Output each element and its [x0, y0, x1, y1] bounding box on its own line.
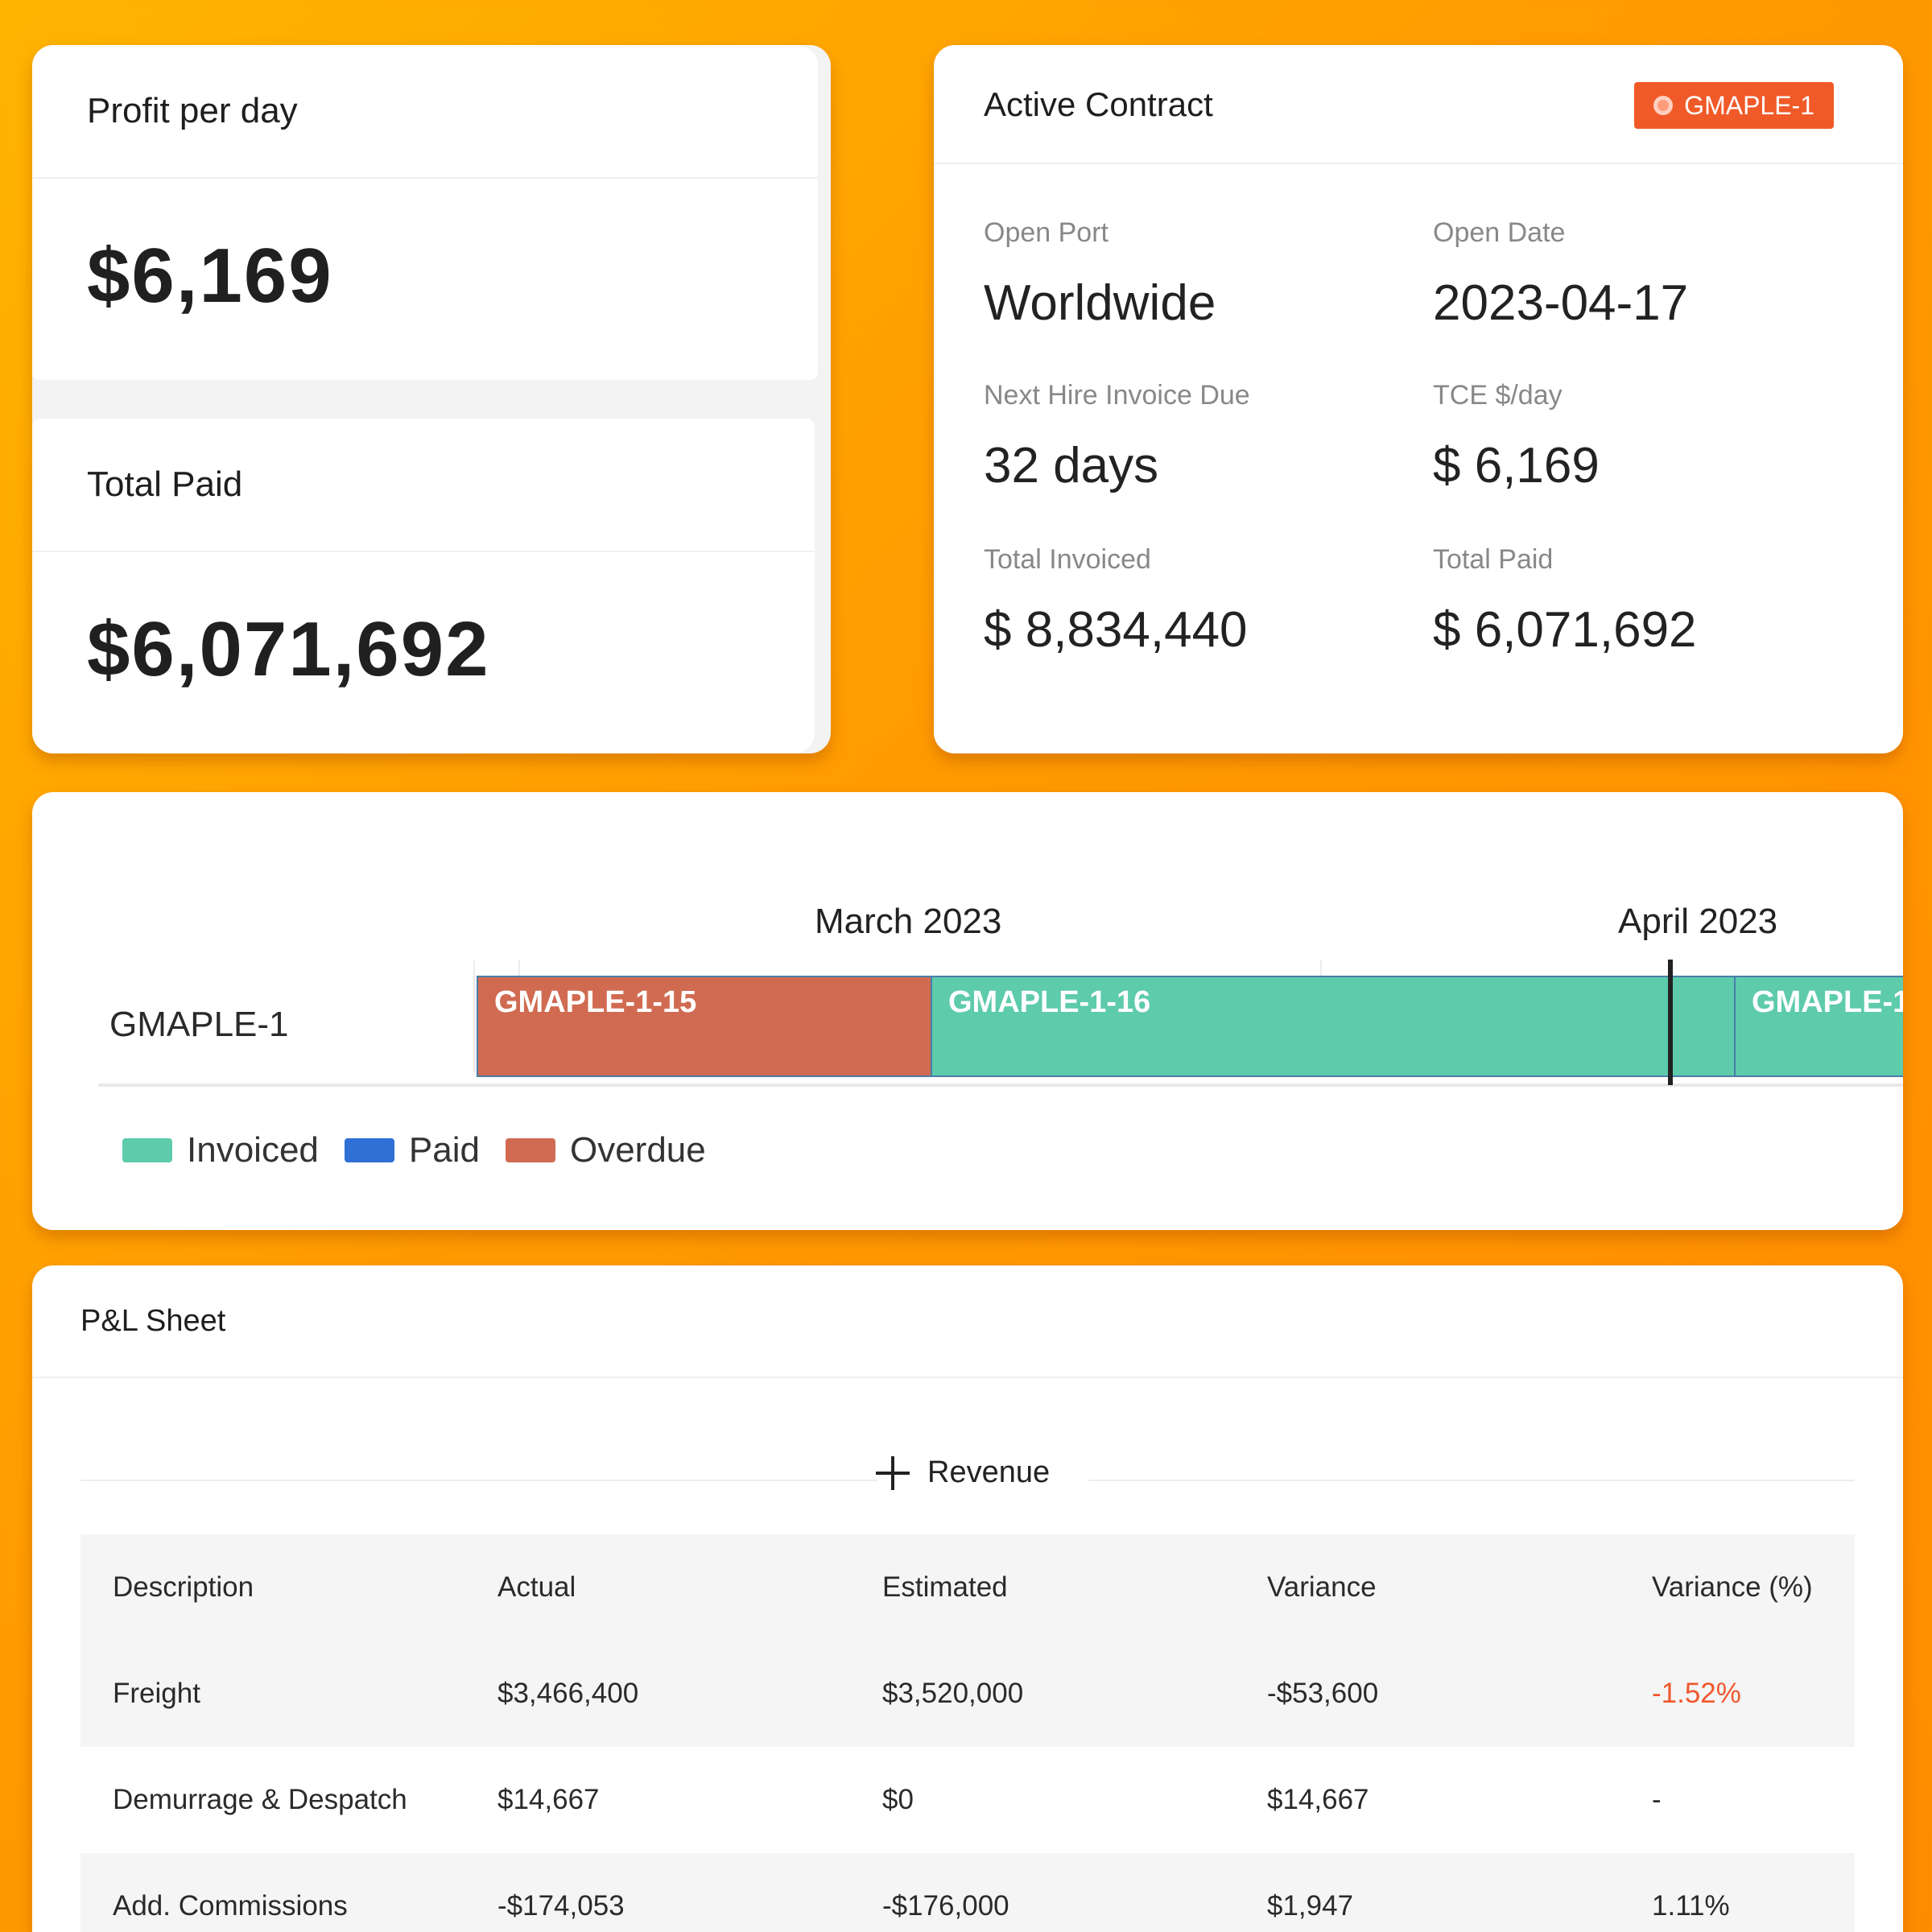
contract-tag[interactable]: GMAPLE-1: [1634, 82, 1834, 129]
open-port-value: Worldwide: [984, 275, 1216, 331]
active-contract-title: Active Contract: [984, 85, 1213, 123]
month-label-april: April 2023: [1618, 902, 1778, 941]
tce-value: $ 6,169: [1433, 438, 1600, 493]
legend-swatch-paid: [344, 1138, 394, 1162]
total-paid-title: Total Paid: [87, 464, 243, 504]
invoice-bar-label: GMAPLE-1-15: [494, 985, 697, 1019]
tce-label: TCE $/day: [1433, 380, 1563, 411]
cell-variance-percent: 1.11%: [1652, 1890, 1730, 1922]
cell-actual: $3,466,400: [497, 1678, 639, 1709]
open-port-field: Open Port Worldwide: [984, 217, 1216, 332]
today-marker: [1668, 960, 1673, 1085]
revenue-section-toggle[interactable]: Revenue: [876, 1455, 1050, 1490]
open-date-value: 2023-04-17: [1433, 275, 1689, 331]
section-divider: [1088, 1480, 1855, 1481]
legend-label: Paid: [408, 1130, 480, 1170]
pl-sheet-card: P&L Sheet Revenue Description Actual Est…: [32, 1265, 1903, 1932]
plus-icon: [876, 1455, 910, 1490]
pl-sheet-header: P&L Sheet: [32, 1265, 1903, 1378]
total-paid-value: $6,071,692: [87, 606, 490, 692]
cell-description: Freight: [113, 1678, 200, 1709]
profit-per-day-card: Profit per day $6,169: [32, 45, 818, 380]
open-port-label: Open Port: [984, 217, 1108, 248]
invoice-bar-gmaple-1-17[interactable]: GMAPLE-1-17: [1734, 976, 1903, 1077]
table-header-row: Description Actual Estimated Variance Va…: [80, 1534, 1855, 1641]
active-contract-card: Active Contract GMAPLE-1 Open Port World…: [934, 45, 1903, 753]
cell-variance-percent: -: [1652, 1784, 1662, 1815]
cell-variance: -$53,600: [1267, 1678, 1379, 1709]
table-row[interactable]: Freight $3,466,400 $3,520,000 -$53,600 -…: [80, 1641, 1855, 1747]
column-header[interactable]: Variance (%): [1652, 1571, 1813, 1603]
cell-actual: -$174,053: [497, 1890, 625, 1922]
next-invoice-value: 32 days: [984, 438, 1159, 493]
total-paid-card: Total Paid $6,071,692: [32, 419, 815, 753]
invoice-bar-label: GMAPLE-1-17: [1752, 985, 1903, 1019]
column-header[interactable]: Estimated: [882, 1571, 1008, 1603]
table-row[interactable]: Add. Commissions -$174,053 -$176,000 $1,…: [80, 1853, 1855, 1932]
timeline-row-label: GMAPLE-1: [109, 1005, 289, 1044]
cell-description: Add. Commissions: [113, 1890, 348, 1922]
legend-label: Invoiced: [187, 1130, 319, 1170]
profit-per-day-title: Profit per day: [87, 91, 298, 130]
timeline-legend: Invoiced Paid Overdue: [122, 1130, 732, 1170]
total-paid-header: Total Paid: [32, 419, 815, 552]
cell-estimated: -$176,000: [882, 1890, 1009, 1922]
profit-per-day-value: $6,169: [87, 233, 333, 319]
cell-variance-percent: -1.52%: [1652, 1678, 1741, 1709]
invoice-bar-gmaple-1-16[interactable]: GMAPLE-1-16: [931, 976, 1736, 1077]
table-row[interactable]: Demurrage & Despatch $14,667 $0 $14,667 …: [80, 1747, 1855, 1853]
cell-variance: $14,667: [1267, 1784, 1369, 1815]
cell-estimated: $0: [882, 1784, 914, 1815]
legend-label: Overdue: [569, 1130, 706, 1170]
invoice-bar-label: GMAPLE-1-16: [948, 985, 1151, 1019]
profit-per-day-header: Profit per day: [32, 45, 818, 179]
cell-variance: $1,947: [1267, 1890, 1354, 1922]
contract-total-paid-value: $ 6,071,692: [1433, 602, 1697, 658]
column-header[interactable]: Variance: [1267, 1571, 1377, 1603]
revenue-section-label: Revenue: [927, 1455, 1051, 1489]
pl-table: Description Actual Estimated Variance Va…: [80, 1534, 1855, 1932]
active-contract-header: Active Contract GMAPLE-1: [934, 45, 1903, 164]
kpi-stack: Profit per day $6,169 Total Paid $6,071,…: [32, 45, 831, 753]
column-header[interactable]: Description: [113, 1571, 254, 1603]
contract-total-paid-field: Total Paid $ 6,071,692: [1433, 544, 1697, 658]
invoice-bar-gmaple-1-15[interactable]: GMAPLE-1-15: [477, 976, 932, 1077]
legend-item-overdue[interactable]: Overdue: [505, 1130, 706, 1170]
total-invoiced-value: $ 8,834,440: [984, 602, 1248, 658]
month-label-march: March 2023: [815, 902, 1002, 941]
legend-item-paid[interactable]: Paid: [344, 1130, 480, 1170]
legend-swatch-overdue: [505, 1138, 555, 1162]
pl-sheet-title: P&L Sheet: [80, 1303, 226, 1338]
status-dot-icon: [1653, 96, 1674, 115]
timeline-gridline: [473, 960, 475, 1072]
legend-item-invoiced[interactable]: Invoiced: [122, 1130, 319, 1170]
timeline-baseline: [98, 1084, 1903, 1087]
contract-total-paid-label: Total Paid: [1433, 544, 1554, 575]
next-invoice-field: Next Hire Invoice Due 32 days: [984, 380, 1250, 494]
total-invoiced-field: Total Invoiced $ 8,834,440: [984, 544, 1248, 658]
open-date-field: Open Date 2023-04-17: [1433, 217, 1688, 332]
next-invoice-label: Next Hire Invoice Due: [984, 380, 1250, 411]
column-header[interactable]: Actual: [497, 1571, 576, 1603]
contract-tag-label: GMAPLE-1: [1684, 91, 1814, 120]
cell-estimated: $3,520,000: [882, 1678, 1024, 1709]
cell-actual: $14,667: [497, 1784, 600, 1815]
section-divider: [80, 1480, 877, 1481]
invoice-timeline-card: March 2023 April 2023 GMAPLE-1 GMAPLE-1-…: [32, 792, 1903, 1230]
cell-description: Demurrage & Despatch: [113, 1784, 407, 1815]
open-date-label: Open Date: [1433, 217, 1566, 248]
tce-field: TCE $/day $ 6,169: [1433, 380, 1600, 494]
total-invoiced-label: Total Invoiced: [984, 544, 1151, 575]
legend-swatch-invoiced: [122, 1138, 172, 1162]
